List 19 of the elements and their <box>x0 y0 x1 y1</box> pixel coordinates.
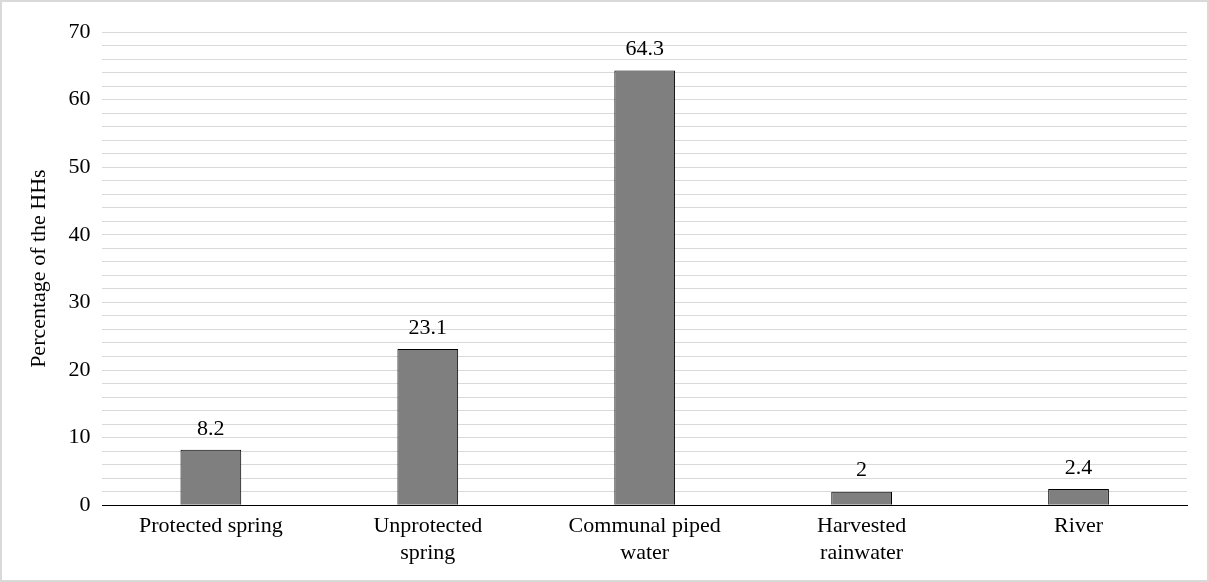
y-axis-title: Percentage of the HHs <box>24 169 50 368</box>
x-tick-label: River <box>1054 512 1104 538</box>
data-label: 2.4 <box>1064 453 1093 479</box>
x-tick-label: Communal piped water <box>568 512 721 564</box>
y-tick-label: 50 <box>68 152 91 178</box>
data-label: 2 <box>856 456 868 482</box>
data-label: 23.1 <box>408 313 448 339</box>
y-tick-label: 60 <box>68 85 91 111</box>
x-tick-label: Unprotected spring <box>373 512 483 564</box>
y-tick-label: 10 <box>68 423 91 449</box>
x-tick-label: Harvested rainwater <box>817 512 907 564</box>
y-tick-label: 40 <box>68 220 91 246</box>
x-tick-label: Protected spring <box>139 512 283 538</box>
data-label: 8.2 <box>197 414 225 440</box>
y-tick-label: 70 <box>68 17 91 43</box>
data-label: 64.3 <box>625 35 664 61</box>
y-tick-label: 20 <box>68 355 91 381</box>
y-tick-label: 0 <box>79 490 91 516</box>
y-tick-label: 30 <box>68 288 91 314</box>
